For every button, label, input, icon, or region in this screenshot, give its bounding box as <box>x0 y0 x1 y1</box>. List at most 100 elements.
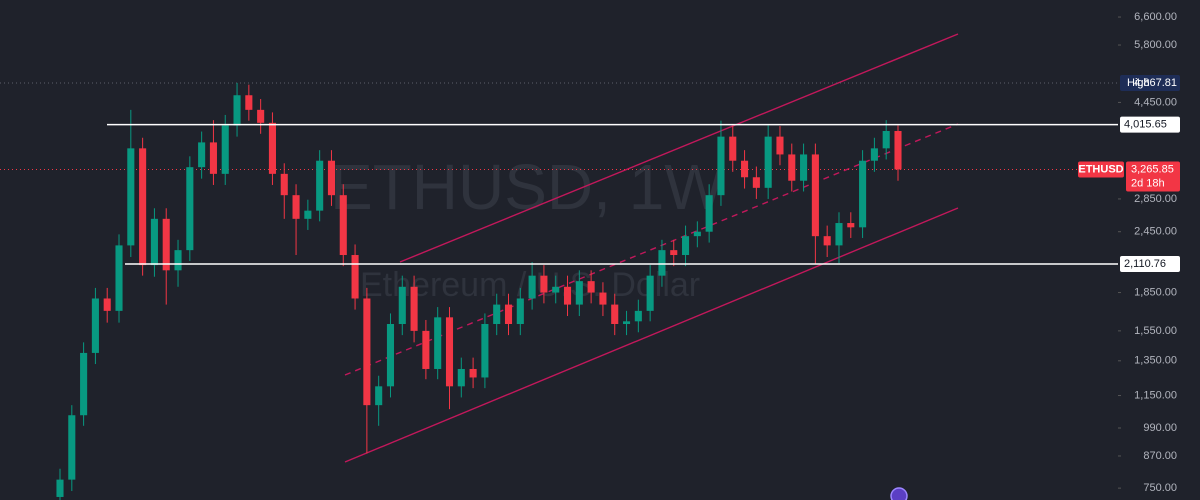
candle-body <box>80 352 88 416</box>
candle-body <box>563 286 572 305</box>
channel-upper <box>399 33 959 263</box>
candle-body <box>221 125 229 174</box>
candle-body <box>682 236 690 256</box>
candle-body <box>894 130 902 170</box>
candle-body <box>363 298 371 406</box>
y-tick-label: 1,850.00 <box>1134 286 1177 298</box>
candle-body <box>776 136 784 155</box>
high-box <box>1120 74 1180 91</box>
candle-body <box>139 148 147 266</box>
candle-body <box>540 275 548 293</box>
candle-body <box>162 218 170 271</box>
candle-body <box>174 250 182 271</box>
candle-body <box>882 130 890 149</box>
candle-body <box>127 148 135 246</box>
y-tick-label: 2,850.00 <box>1134 193 1177 205</box>
candle-body <box>847 223 855 228</box>
candle-body <box>150 218 158 266</box>
candle-body <box>245 95 253 110</box>
candle-body <box>693 231 701 237</box>
candle-body <box>587 281 595 293</box>
high-name: High <box>1127 77 1150 89</box>
candle-body <box>257 109 265 123</box>
y-tick-label: 4,450.00 <box>1134 96 1177 108</box>
candle-body <box>68 415 76 480</box>
candle-body <box>670 250 678 256</box>
candle-body <box>705 195 713 232</box>
candle-body <box>186 167 194 251</box>
candle-body <box>575 281 583 305</box>
candle-body <box>752 177 760 188</box>
candle-body <box>339 195 347 256</box>
candle-body <box>800 154 808 181</box>
countdown: 2d 18h <box>1131 177 1165 189</box>
candle-body <box>646 275 654 311</box>
candle-body <box>422 330 430 369</box>
candle-body <box>91 298 99 353</box>
candle-body <box>209 142 217 174</box>
candle-body <box>599 292 607 305</box>
y-tick-label: 750.00 <box>1143 482 1177 494</box>
candles <box>56 82 902 500</box>
candle-body <box>103 298 111 311</box>
candle-body <box>375 386 383 406</box>
level-box <box>1120 255 1180 272</box>
candle-body <box>445 317 454 387</box>
candle-body <box>56 479 64 497</box>
candle-body <box>811 154 819 237</box>
y-tick-label: 1,150.00 <box>1134 389 1177 401</box>
candle-body <box>528 275 536 299</box>
candle-body <box>823 236 831 246</box>
candle-body <box>198 142 206 168</box>
candle-body <box>741 160 749 178</box>
y-tick-label: 990.00 <box>1143 422 1177 434</box>
high-value: 4,867.81 <box>1134 77 1177 89</box>
candle-body <box>729 136 737 161</box>
y-tick-label: 2,450.00 <box>1134 226 1177 238</box>
candle-body <box>516 298 524 324</box>
candle-body <box>280 173 288 196</box>
candle-body <box>327 160 336 196</box>
candle-body <box>634 310 642 322</box>
last-price-box <box>1078 161 1124 178</box>
candle-body <box>292 195 300 219</box>
watermark-symbol: ETHUSD, 1W <box>330 151 725 223</box>
candle-body <box>859 160 867 228</box>
candle-body <box>410 286 418 331</box>
level-box <box>1120 116 1180 133</box>
candle-body <box>398 286 406 324</box>
candle-body <box>870 148 878 161</box>
candle-body <box>115 245 123 311</box>
last-price-value: 3,265.85 <box>1131 163 1174 175</box>
y-tick-label: 6,600.00 <box>1134 11 1177 23</box>
candle-body <box>764 136 772 188</box>
channel-lower <box>344 207 959 463</box>
candle-body <box>611 304 619 324</box>
candle-body <box>717 136 725 196</box>
event-icon[interactable] <box>890 487 908 500</box>
level-label: 4,015.65 <box>1124 119 1167 131</box>
candle-body <box>504 304 513 324</box>
level-label: 2,110.76 <box>1124 258 1166 270</box>
y-tick-label: 870.00 <box>1143 450 1177 462</box>
candle-body <box>351 255 359 299</box>
candle-body <box>788 154 796 181</box>
candle-body <box>493 304 501 324</box>
y-tick-label: 1,350.00 <box>1134 355 1177 367</box>
candle-body <box>304 210 312 219</box>
candle-body <box>469 368 477 378</box>
candle-body <box>386 323 395 387</box>
candle-body <box>552 286 560 293</box>
candle-body <box>658 250 666 276</box>
y-tick-label: 1,550.00 <box>1134 325 1177 337</box>
candle-body <box>481 323 489 378</box>
candle-body <box>835 223 843 246</box>
y-tick-label: 5,800.00 <box>1134 39 1177 51</box>
candle-body <box>268 122 276 174</box>
candle-body <box>434 317 442 369</box>
candle-body <box>457 368 465 387</box>
candle-body <box>233 95 241 126</box>
